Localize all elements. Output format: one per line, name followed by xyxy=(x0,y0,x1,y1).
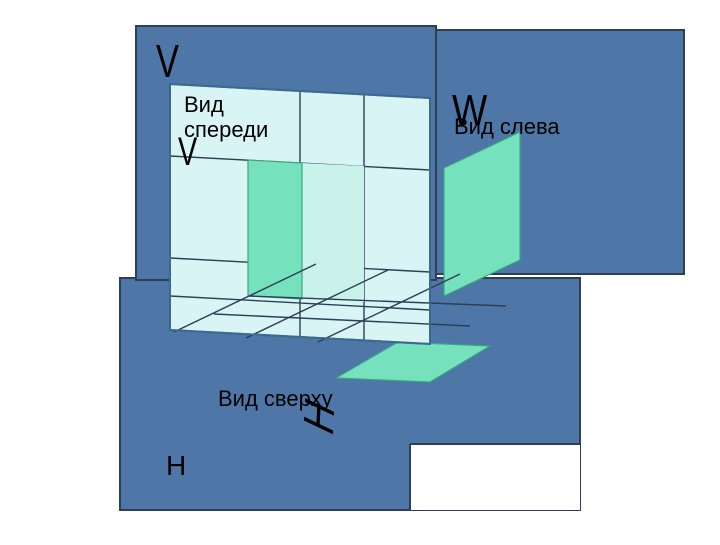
diagram-svg xyxy=(0,0,720,540)
diagram-stage: V V W H H Вид спереди Вид слева Вид свер… xyxy=(0,0,720,540)
label-top-view: Вид сверху xyxy=(218,386,333,411)
label-left-view: Вид слева xyxy=(454,114,560,139)
letter-V-big: V xyxy=(156,34,179,88)
label-front-view: Вид спереди xyxy=(184,92,268,143)
letter-H-flat: H xyxy=(166,450,186,482)
